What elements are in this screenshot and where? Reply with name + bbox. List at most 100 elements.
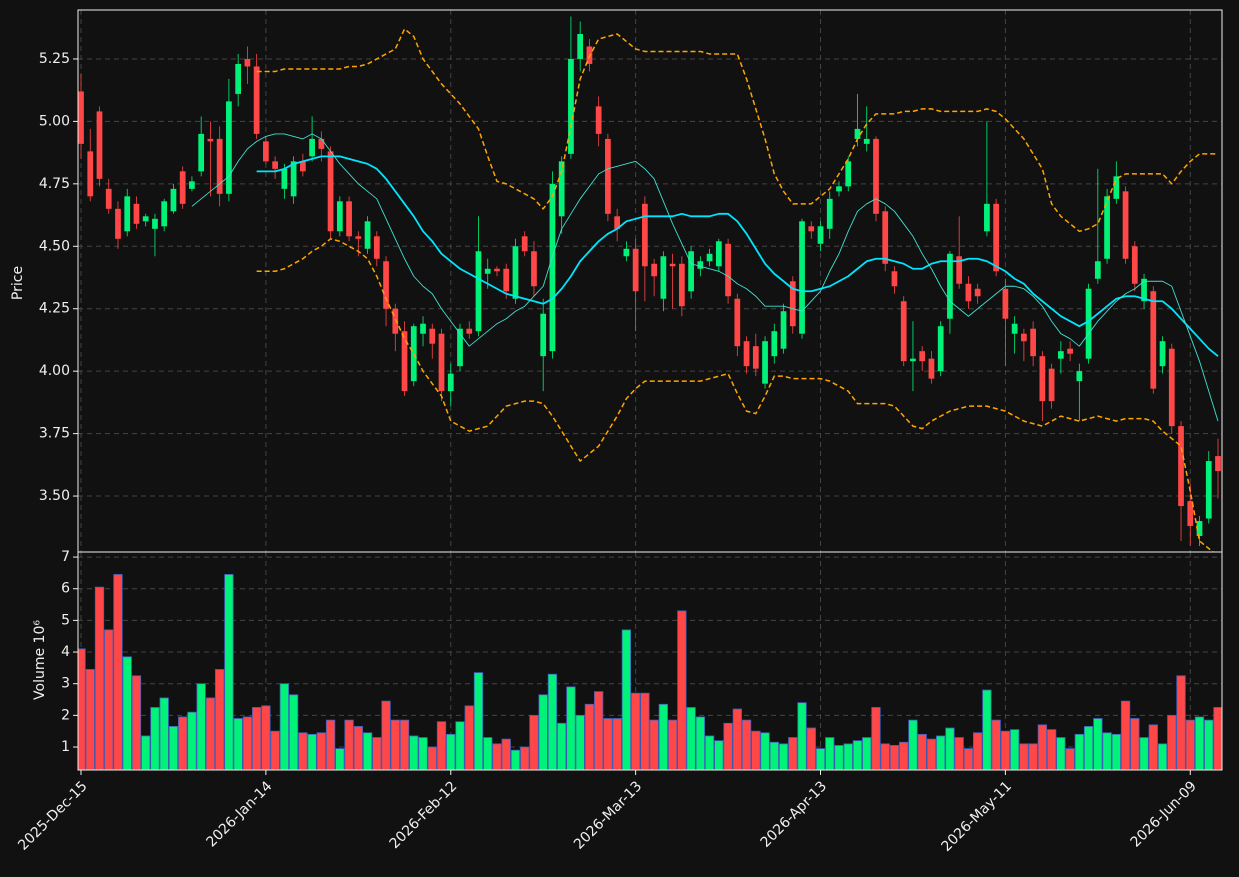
volume-bar xyxy=(224,574,234,770)
candle-body xyxy=(1187,501,1194,527)
candle-body xyxy=(882,211,889,264)
candle-body xyxy=(845,161,852,187)
candle-body xyxy=(1113,176,1120,199)
candle-body xyxy=(928,358,935,379)
candle-body xyxy=(1196,521,1203,537)
volume-bar xyxy=(159,697,169,770)
candle-body xyxy=(1159,341,1166,367)
volume-bar xyxy=(538,694,548,770)
volume-bar xyxy=(806,727,816,770)
volume-bar xyxy=(1046,729,1057,770)
volume-bar xyxy=(723,722,733,770)
volume-bar xyxy=(769,741,779,770)
candle-body xyxy=(364,221,371,249)
volume-bar xyxy=(640,692,650,770)
volume-bar xyxy=(1120,700,1131,770)
candle-body xyxy=(281,168,288,189)
candle-body xyxy=(688,251,694,292)
volume-bar xyxy=(94,586,105,770)
volume-bar xyxy=(658,703,669,770)
candle-body xyxy=(1021,333,1027,342)
candle-body xyxy=(494,268,500,272)
volume-bar xyxy=(630,692,641,770)
volume-bar xyxy=(122,656,132,770)
candle-body xyxy=(734,298,741,347)
candle-body xyxy=(1030,328,1036,357)
candle-body xyxy=(651,263,657,277)
volume-bar xyxy=(963,748,974,770)
candle-body xyxy=(447,373,454,392)
volume-bar xyxy=(1139,737,1149,770)
candle-body xyxy=(299,161,306,172)
volume-bar xyxy=(594,691,604,770)
candle-body xyxy=(429,328,436,344)
volume-bar xyxy=(991,719,1001,770)
volume-bar xyxy=(566,686,576,770)
candle-body xyxy=(383,261,389,309)
candle-body xyxy=(1141,278,1147,302)
candle-body xyxy=(1002,288,1009,319)
volume-bar xyxy=(492,743,502,770)
volume-bar xyxy=(436,721,447,770)
candle-body xyxy=(623,248,630,257)
volume-bar xyxy=(1028,743,1038,770)
volume-bar xyxy=(85,669,95,770)
candle-body xyxy=(263,141,269,162)
candle-body xyxy=(78,91,84,144)
volume-bar xyxy=(483,737,493,770)
volume-bar xyxy=(1102,732,1112,770)
volume-bar xyxy=(584,703,595,770)
candle-body xyxy=(715,241,722,267)
volume-bar xyxy=(1000,730,1011,770)
volume-bar xyxy=(141,735,151,770)
volume-bar xyxy=(1083,726,1094,770)
volume-bar xyxy=(251,707,262,770)
candle-body xyxy=(947,253,953,319)
volume-bar xyxy=(242,716,253,770)
volume-bar xyxy=(686,707,696,770)
volume-bar xyxy=(612,718,622,770)
volume-bar xyxy=(1093,718,1103,770)
candle-body xyxy=(1011,323,1018,334)
candle-body xyxy=(1168,348,1175,427)
volume-bar xyxy=(760,732,770,770)
volume-bar xyxy=(529,714,539,770)
y-tick-label: 3.50 xyxy=(39,488,70,504)
volume-bar xyxy=(196,683,206,770)
candle-body xyxy=(420,323,426,334)
candle-body xyxy=(179,171,186,204)
volume-bar xyxy=(908,719,918,770)
candle-body xyxy=(96,111,103,179)
candle-body xyxy=(752,346,759,369)
candle-body xyxy=(1215,456,1221,472)
volume-bar xyxy=(714,740,724,770)
candle-body xyxy=(854,128,861,139)
volume-bar xyxy=(862,737,872,770)
volume-bar xyxy=(372,737,382,770)
volume-bar xyxy=(510,749,521,770)
candle-body xyxy=(503,268,510,292)
volume-bar xyxy=(279,683,290,770)
candle-body xyxy=(87,151,94,197)
volume-bar xyxy=(418,737,428,770)
volume-bar xyxy=(1130,718,1140,770)
volume-bar xyxy=(936,735,946,770)
volume-bar xyxy=(288,694,299,770)
candle-body xyxy=(789,281,796,327)
volume-bar xyxy=(1037,724,1048,770)
volume-bar xyxy=(1194,716,1205,770)
volume-bar xyxy=(945,727,955,770)
volume-bar xyxy=(381,700,391,770)
volume-axis-label: Volume 10⁶ xyxy=(32,620,48,700)
candle-body xyxy=(697,261,704,269)
volume-bar xyxy=(446,733,456,770)
candle-body xyxy=(410,326,417,382)
volume-bar xyxy=(390,719,400,770)
volume-bar xyxy=(427,746,437,770)
volume-bar xyxy=(575,714,585,770)
volume-bar xyxy=(1074,733,1084,770)
candle-body xyxy=(226,101,232,194)
volume-bar xyxy=(741,719,752,770)
volume-bar xyxy=(788,737,798,770)
